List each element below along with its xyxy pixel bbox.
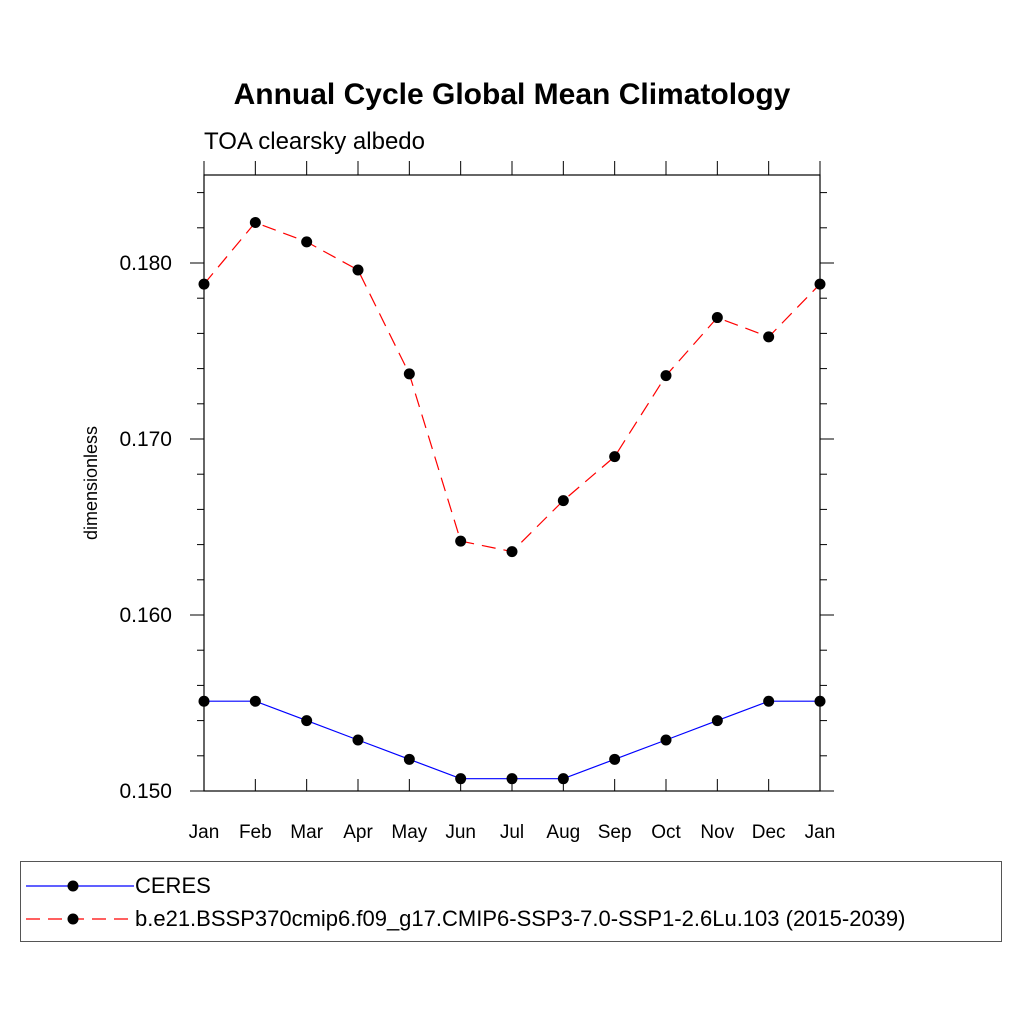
y-axis-label: dimensionless bbox=[81, 426, 101, 540]
x-tick-label: Aug bbox=[546, 822, 580, 843]
x-tick-label: Dec bbox=[752, 822, 786, 843]
x-tick-label: Jan bbox=[189, 822, 220, 843]
data-point-0-4 bbox=[403, 753, 415, 765]
series-line-1 bbox=[203, 221, 821, 553]
y-tick-label: 0.150 bbox=[119, 780, 172, 803]
data-point-0-8 bbox=[609, 753, 621, 765]
data-point-1-12 bbox=[814, 278, 826, 290]
chart-subtitle: TOA clearsky albedo bbox=[204, 128, 425, 155]
legend: CERES b.e21.BSSP370cmip6.f09_g17.CMIP6-S… bbox=[20, 861, 1002, 942]
data-point-1-7 bbox=[557, 495, 569, 507]
data-point-0-10 bbox=[711, 715, 723, 727]
data-point-1-5 bbox=[455, 535, 467, 547]
legend-item-model: b.e21.BSSP370cmip6.f09_g17.CMIP6-SSP3-7.… bbox=[21, 904, 1001, 934]
x-tick-label: Jan bbox=[805, 822, 836, 843]
legend-swatch-model bbox=[26, 913, 134, 925]
data-point-1-9 bbox=[660, 370, 672, 382]
y-tick-label: 0.180 bbox=[119, 252, 172, 275]
data-point-1-4 bbox=[403, 368, 415, 380]
x-tick-label: Nov bbox=[700, 822, 734, 843]
axis-tick-labels: Jan Feb Mar Apr May Jun Jul Aug Sep Oct Nov Dec Jan 0… bbox=[119, 252, 835, 843]
data-point-0-11 bbox=[763, 695, 775, 707]
data-point-0-2 bbox=[301, 715, 313, 727]
data-point-0-9 bbox=[660, 734, 672, 746]
x-tick-label: Jun bbox=[445, 822, 476, 843]
data-point-1-1 bbox=[249, 217, 261, 229]
legend-item-ceres: CERES bbox=[21, 871, 1001, 901]
y-tick-label: 0.160 bbox=[119, 604, 172, 627]
series-line-0 bbox=[204, 700, 820, 780]
legend-label-model: b.e21.BSSP370cmip6.f09_g17.CMIP6-SSP3-7.… bbox=[135, 906, 906, 931]
data-point-1-0 bbox=[198, 278, 210, 290]
data-point-0-6 bbox=[506, 773, 518, 785]
series-layer bbox=[198, 217, 826, 785]
x-tick-label: Jul bbox=[500, 822, 524, 843]
data-point-0-12 bbox=[814, 695, 826, 707]
legend-label-ceres: CERES bbox=[135, 873, 211, 898]
data-point-1-11 bbox=[763, 331, 775, 343]
data-point-1-6 bbox=[506, 546, 518, 558]
data-point-1-2 bbox=[301, 236, 313, 248]
data-point-0-7 bbox=[557, 773, 569, 785]
data-point-0-3 bbox=[352, 734, 364, 746]
y-tick-label: 0.170 bbox=[119, 428, 172, 451]
x-tick-label: Apr bbox=[343, 822, 373, 843]
x-tick-label: Mar bbox=[290, 822, 323, 843]
x-tick-label: Sep bbox=[598, 822, 632, 843]
legend-swatch-ceres bbox=[26, 880, 134, 892]
data-point-1-3 bbox=[352, 264, 364, 276]
x-tick-label: Oct bbox=[651, 822, 681, 843]
data-point-0-1 bbox=[249, 695, 261, 707]
axis-ticks bbox=[190, 161, 834, 792]
data-point-1-8 bbox=[609, 451, 621, 463]
plot-frame bbox=[203, 174, 821, 792]
data-point-1-10 bbox=[711, 312, 723, 324]
chart-title: Annual Cycle Global Mean Climatology bbox=[234, 78, 791, 111]
data-point-0-0 bbox=[198, 695, 210, 707]
x-tick-label: Feb bbox=[239, 822, 272, 843]
x-tick-label: May bbox=[391, 822, 427, 843]
data-point-0-5 bbox=[455, 773, 467, 785]
